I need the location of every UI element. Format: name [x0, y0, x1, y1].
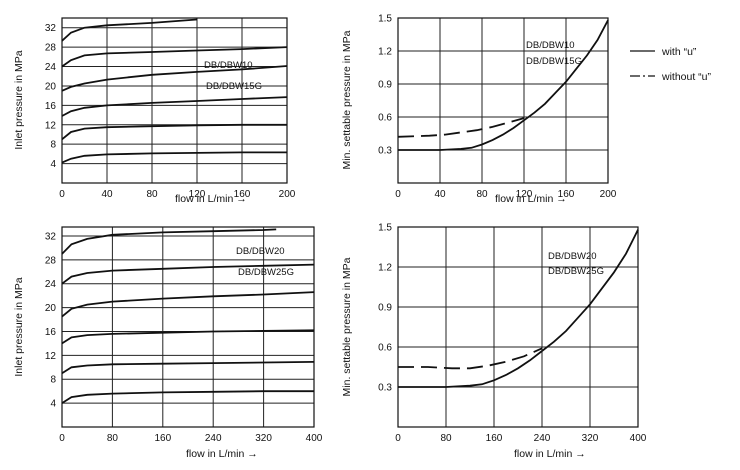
plot-frame — [61, 226, 315, 428]
annotation-label: DB/DBW25G — [238, 267, 294, 278]
annotation-label: DB/DBW20 — [548, 251, 597, 262]
y-tick-label: 0.9 — [378, 303, 392, 314]
chart-3: 0 80 160 240 320 400 4 8 12 16 20 24 28 32 flow in L/m… — [13, 226, 323, 460]
plot-frame — [397, 17, 609, 184]
x-tick-label: 160 — [154, 433, 171, 444]
y-axis-label: Min. settable pressure in MPa — [341, 257, 353, 396]
y-tick-label: 1.5 — [378, 14, 392, 25]
annotation-label: DB/DBW20 — [236, 246, 285, 257]
y-tick-label: 28 — [45, 255, 57, 266]
annotation-label: DB/DBW25G — [548, 266, 604, 277]
annotation-label: DB/DBW15G — [206, 81, 262, 92]
series-line — [61, 390, 314, 404]
x-tick-label: 160 — [558, 189, 575, 200]
x-tick-label: 200 — [279, 189, 296, 200]
y-tick-label: 28 — [45, 43, 57, 54]
x-tick-label: 200 — [600, 189, 617, 200]
y-tick-label: 32 — [45, 23, 57, 34]
series-line — [61, 263, 315, 285]
series-line — [61, 228, 277, 255]
y-tick-label: 16 — [45, 101, 57, 112]
chart-4: 0 80 160 240 320 400 0.3 0.6 0.9 1.2 1.5 flow in L/… — [341, 223, 647, 461]
series-line — [61, 123, 287, 140]
chart-1: 0 40 80 120 160 200 4 8 12 16 20 24 28 32 flow in L/mi… — [13, 17, 296, 205]
x-tick-label: 80 — [146, 189, 158, 200]
x-tick-label: 320 — [582, 433, 599, 444]
annotation-label: DB/DBW10 — [204, 60, 253, 71]
x-tick-label: 0 — [59, 189, 65, 200]
plot-frame — [397, 226, 639, 428]
y-tick-label: 16 — [45, 327, 57, 338]
y-tick-label: 0.3 — [378, 383, 392, 394]
y-tick-label: 12 — [45, 120, 57, 131]
y-tick-label: 8 — [50, 375, 56, 386]
x-axis-label: flow in L/min → — [495, 193, 567, 205]
y-tick-label: 0.3 — [378, 146, 392, 157]
x-tick-label: 160 — [486, 433, 503, 444]
series-line-without — [397, 117, 525, 138]
y-tick-label: 20 — [45, 303, 57, 314]
y-tick-label: 4 — [50, 399, 56, 410]
annotation-label: DB/DBW10 — [526, 40, 575, 51]
x-tick-label: 120 — [516, 189, 533, 200]
series-line — [61, 151, 287, 164]
y-axis-label: Inlet pressure in MPa — [13, 277, 25, 376]
series-line-with — [398, 229, 639, 388]
y-tick-label: 8 — [50, 140, 56, 151]
y-tick-label: 1.2 — [378, 263, 392, 274]
x-axis-label: flow in L/min → — [186, 448, 258, 460]
x-tick-label: 80 — [107, 433, 119, 444]
annotation-label: DB/DBW15G — [526, 56, 582, 67]
series-line-with — [398, 19, 609, 151]
x-tick-label: 0 — [59, 433, 65, 444]
x-tick-label: 400 — [630, 433, 647, 444]
x-tick-label: 40 — [434, 189, 446, 200]
x-axis-label: flow in L/min → — [514, 448, 586, 460]
y-tick-label: 4 — [50, 159, 56, 170]
series-line — [61, 65, 288, 92]
series-line — [61, 18, 198, 42]
x-tick-label: 320 — [255, 433, 272, 444]
y-tick-label: 20 — [45, 81, 57, 92]
series-line — [61, 291, 315, 318]
x-tick-label: 160 — [234, 189, 251, 200]
y-tick-label: 24 — [45, 279, 57, 290]
series-line — [61, 46, 288, 68]
x-tick-label: 400 — [306, 433, 323, 444]
legend-with-label: with “u” — [661, 46, 697, 58]
x-tick-label: 40 — [101, 189, 113, 200]
y-tick-label: 12 — [45, 351, 57, 362]
y-tick-label: 1.2 — [378, 47, 392, 58]
y-axis-label: Min. settable pressure in MPa — [341, 30, 353, 169]
legend: with “u” without “u” — [630, 46, 712, 83]
series-line — [61, 329, 315, 345]
y-tick-label: 0.6 — [378, 113, 392, 124]
y-tick-label: 0.9 — [378, 80, 392, 91]
x-tick-label: 0 — [395, 433, 401, 444]
x-tick-label: 80 — [476, 189, 488, 200]
series-line — [61, 96, 288, 117]
y-tick-label: 1.5 — [378, 223, 392, 234]
y-tick-label: 24 — [45, 62, 57, 73]
x-axis-label: flow in L/min → — [175, 193, 247, 205]
series-line-without — [398, 347, 543, 370]
chart-2: 0 40 80 120 160 200 0.3 0.6 0.9 1.2 1.5 flow in L/m… — [341, 14, 617, 206]
x-tick-label: 240 — [534, 433, 551, 444]
x-tick-label: 0 — [395, 189, 401, 200]
x-tick-label: 240 — [205, 433, 222, 444]
y-axis-label: Inlet pressure in MPa — [13, 50, 25, 149]
plot-frame — [61, 17, 288, 184]
x-tick-label: 120 — [189, 189, 206, 200]
x-tick-label: 80 — [440, 433, 452, 444]
y-tick-label: 0.6 — [378, 343, 392, 354]
series-line — [61, 361, 315, 375]
legend-without-label: without “u” — [661, 71, 712, 83]
y-tick-label: 32 — [45, 231, 57, 242]
